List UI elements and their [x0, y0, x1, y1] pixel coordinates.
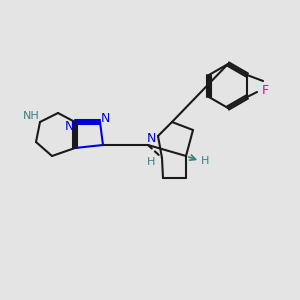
Text: N: N [100, 112, 110, 124]
Text: F: F [262, 85, 268, 98]
Text: N: N [146, 131, 156, 145]
Text: N: N [64, 119, 74, 133]
Text: H: H [201, 156, 209, 166]
Text: NH: NH [22, 111, 39, 121]
Text: H: H [147, 157, 155, 167]
